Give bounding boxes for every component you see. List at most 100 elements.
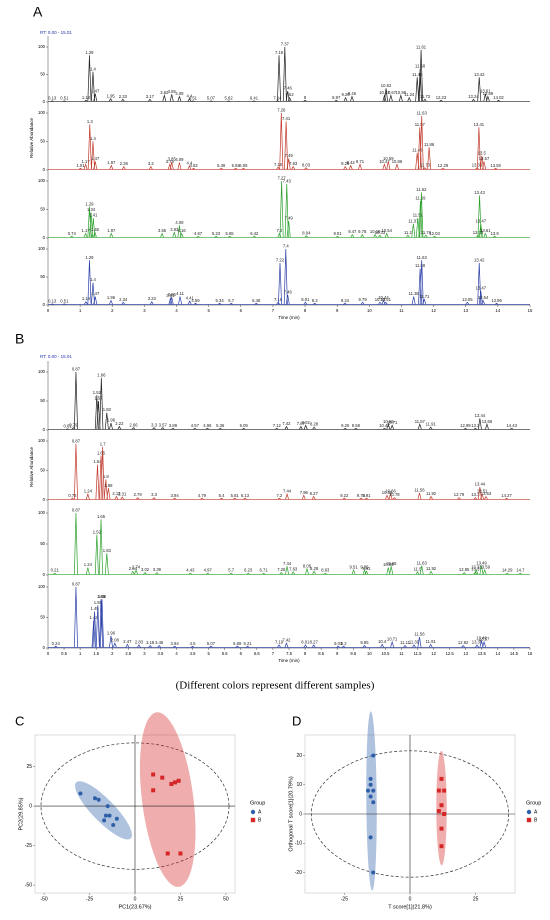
peak [149, 300, 154, 305]
peak-label: 10.59 [383, 156, 394, 161]
peak-label: 6.71 [260, 568, 269, 573]
peak-label: 3.3 [151, 422, 157, 427]
group-ellipse [75, 781, 132, 840]
peak [386, 567, 391, 575]
peak-label: 4.5 [190, 641, 196, 646]
peak-label: 1.55 [94, 600, 103, 605]
legend-label: B [534, 817, 538, 823]
peak-label: 1.52 [93, 390, 102, 395]
peak [358, 163, 362, 170]
x-tick-label: 11 [399, 651, 404, 656]
peak-label: 4.96 [203, 423, 212, 428]
group-ellipse [366, 711, 377, 891]
peak-label: 11.71 [419, 294, 430, 299]
peak [74, 512, 78, 575]
peak-label: 1.95 [107, 93, 116, 98]
peak [99, 377, 104, 430]
peak [429, 570, 433, 575]
peak-label: 13.44 [475, 413, 486, 418]
y-tick-label: 100 [38, 369, 46, 374]
peak-label: 0.76 [68, 493, 77, 498]
panel-label: A [33, 4, 43, 20]
legend-label: A [534, 809, 538, 815]
peak-label: 10.52 [381, 83, 392, 88]
peak [483, 93, 488, 102]
peak [167, 163, 172, 170]
peak-label: 1.54 [93, 459, 102, 464]
legend-title: Group [526, 800, 541, 806]
peak [169, 161, 174, 170]
peak [277, 497, 282, 500]
peak-label: 7.96 [300, 490, 309, 495]
legend-symbol [526, 809, 532, 815]
peak-label: 0.87 [72, 439, 81, 444]
peak [392, 497, 397, 500]
peak [287, 96, 292, 102]
x-tick-label: 7 [272, 308, 275, 313]
peak-label: 7.26 [277, 567, 286, 572]
x-tick-label: 4 [175, 308, 178, 313]
peak-label: 5.84 [232, 163, 241, 168]
peak [484, 495, 488, 500]
group-ellipse [139, 712, 196, 887]
peak-label: 10.47 [379, 90, 390, 95]
peak [354, 427, 358, 430]
x-tick-label: 1 [79, 651, 82, 656]
peak-label: 12.79 [454, 492, 465, 497]
peak-label: 2.08 [111, 638, 120, 643]
y-tick-label: 25 [26, 764, 32, 770]
peak-label: 13.49 [476, 560, 487, 565]
peak-label: 4.67 [194, 231, 203, 236]
peak-label: 1.83 [103, 407, 112, 412]
peak-label: 9.03 [334, 641, 343, 646]
peak [386, 161, 391, 170]
peak [87, 124, 92, 170]
peak [235, 645, 240, 648]
peak [418, 200, 423, 238]
peak-label: 1.97 [107, 160, 116, 165]
peak [104, 412, 109, 430]
peak [92, 231, 97, 238]
peak-label: 10.47 [379, 159, 390, 164]
peak-label: 14.43 [506, 423, 517, 428]
x-tick-label: 14 [496, 651, 501, 656]
peak-label: 2.13 [112, 491, 121, 496]
peak-label: 2.83 [135, 640, 144, 645]
peak [120, 496, 125, 500]
peak-label: 13.42 [474, 258, 485, 263]
peak [109, 164, 114, 170]
peak [350, 233, 355, 238]
peak [70, 497, 75, 500]
peak-label: 3.39 [153, 567, 162, 572]
point [151, 772, 156, 777]
peak-label: 11.24 [404, 92, 415, 97]
peak [423, 167, 427, 170]
peak [85, 567, 90, 575]
peak [109, 232, 114, 238]
peak-label: 10.67 [386, 90, 397, 95]
peak [481, 299, 486, 305]
peak-label: 14.29 [502, 568, 513, 573]
peak-label: 14.27 [501, 493, 512, 498]
peak-label: 1.29 [85, 255, 94, 260]
peak [78, 167, 83, 170]
peak-label: 11.56 [414, 488, 425, 493]
peak-label: 1.18 [82, 296, 91, 301]
point [442, 788, 447, 793]
peak-label: 8.28 [310, 566, 319, 571]
peak-label: 12.29 [438, 163, 449, 168]
peak [93, 93, 98, 102]
y-tick-label: 50 [40, 139, 45, 144]
peak-label: 4.97 [204, 568, 213, 573]
peak-label: 4.59 [191, 298, 200, 303]
peak [125, 643, 130, 648]
point [93, 796, 97, 801]
peak [312, 302, 317, 305]
x-tick-label: 5.5 [222, 651, 228, 656]
x-tick-label: 9.5 [350, 651, 356, 656]
peak-label: 1.01 [76, 163, 85, 168]
peak [473, 427, 478, 430]
peak [252, 235, 257, 238]
x-tick-label: 11 [399, 308, 404, 313]
peak-label: 7.63 [289, 567, 298, 572]
